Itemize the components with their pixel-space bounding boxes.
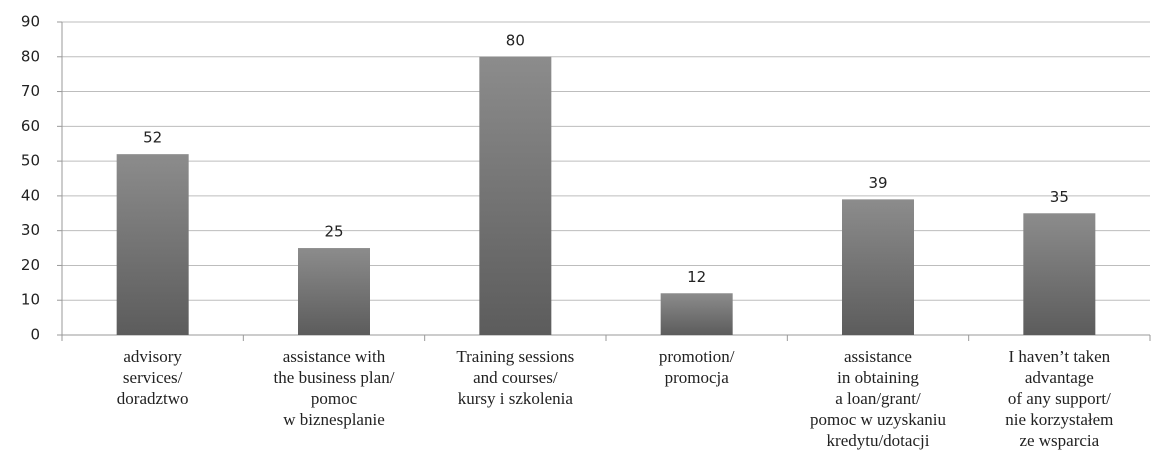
x-tick-label: promotion/promocja <box>659 347 735 387</box>
data-label: 39 <box>868 174 887 192</box>
x-tick-label: assistance with the business plan/pomoc w … <box>274 347 395 429</box>
y-tick-label: 30 <box>21 221 40 239</box>
data-label: 12 <box>687 268 706 286</box>
bar <box>842 199 914 335</box>
y-tick-label: 20 <box>21 256 40 274</box>
y-tick-label: 80 <box>21 47 40 65</box>
y-tick-label: 70 <box>21 82 40 100</box>
x-tick-label: advisory services/doradztwo <box>117 347 189 408</box>
y-tick-label: 60 <box>21 117 40 135</box>
bar <box>298 248 370 335</box>
data-label: 35 <box>1050 188 1069 206</box>
bar <box>479 56 552 336</box>
bar <box>1023 213 1096 335</box>
x-tick-label: Training sessions and courses/kursy i szk… <box>456 347 574 408</box>
y-tick-label: 90 <box>21 13 40 31</box>
x-tick-label: I haven’t taken advantage of any support/n… <box>1005 347 1113 450</box>
data-label: 80 <box>506 31 525 49</box>
y-tick-label: 50 <box>21 152 40 170</box>
bar <box>660 293 733 335</box>
data-label: 52 <box>143 129 162 147</box>
y-tick-label: 10 <box>21 291 40 309</box>
bar <box>116 154 189 335</box>
x-tick-label: assistance in obtaining a loan/grant/pomoc… <box>810 347 946 450</box>
y-tick-label: 0 <box>30 326 40 344</box>
y-tick-label: 40 <box>21 186 40 204</box>
data-label: 25 <box>324 223 343 241</box>
